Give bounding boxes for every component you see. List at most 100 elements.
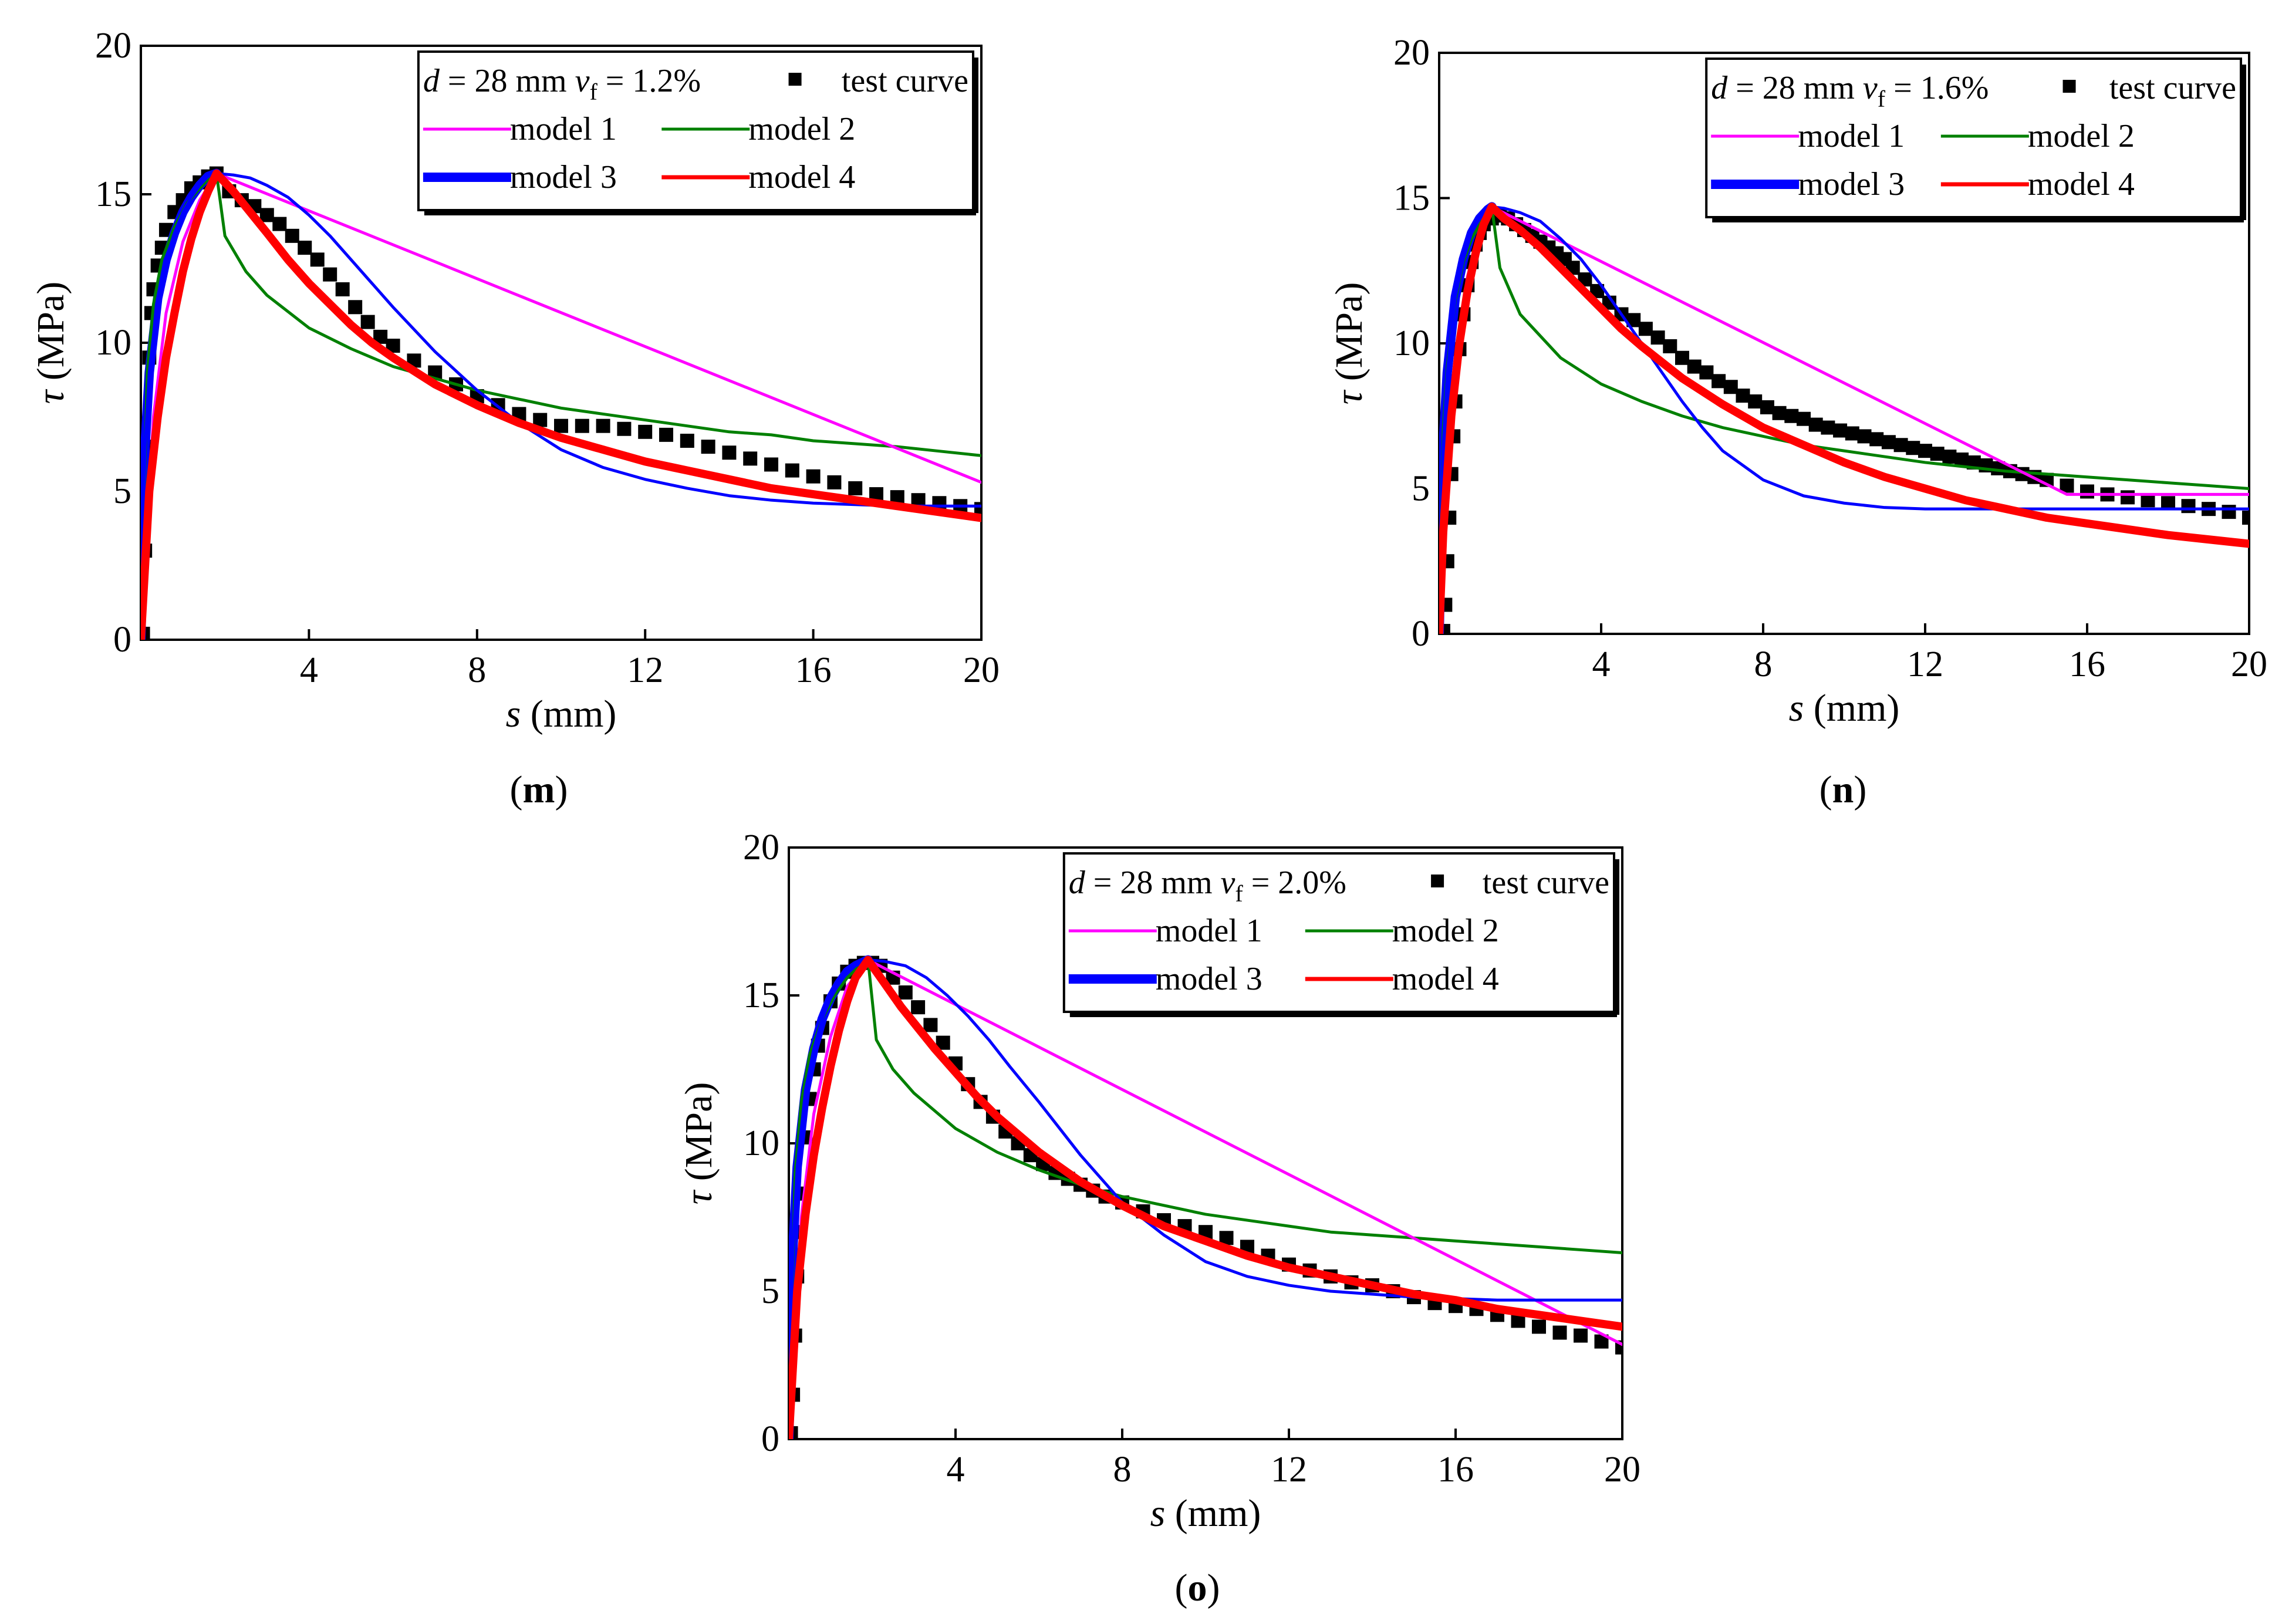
test-curve-point (1687, 359, 1702, 374)
test-curve-point (1772, 406, 1787, 420)
test-curve-point (1821, 420, 1835, 435)
legend-test-marker (788, 73, 802, 86)
legend-vf-value: 2.0% (1278, 865, 1346, 901)
test-curve-point (1833, 423, 1848, 438)
test-curve-point (2080, 484, 2094, 499)
x-axis-unit: (mm) (531, 693, 617, 735)
legend: d = 28 mm vf = 1.6% test curve model 1 mode… (1705, 58, 2246, 222)
legend-test-marker (2062, 80, 2076, 93)
test-curve-point (1893, 438, 1908, 453)
test-curve-point (1675, 350, 1689, 365)
legend-d-value: 28 mm (1120, 865, 1212, 901)
test-curve-point (259, 208, 274, 222)
test-curve-point (1869, 432, 1884, 447)
x-tick-label: 4 (1592, 644, 1611, 684)
test-curve-point (1748, 394, 1763, 408)
test-curve-point (722, 445, 737, 460)
test-curve-point (1712, 374, 1726, 389)
legend-m2-label: model 2 (2028, 118, 2135, 154)
test-curve-point (1881, 435, 1896, 450)
y-tick-label: 15 (743, 975, 779, 1015)
test-curve-point (2242, 511, 2249, 525)
test-curve-point (827, 475, 842, 489)
test-curve-point (743, 451, 758, 466)
x-tick-label: 16 (2069, 644, 2105, 684)
model-2-line (141, 172, 981, 640)
legend: d = 28 mm vf = 1.2% test curve model 1 mode… (417, 50, 978, 215)
x-tick-label: 20 (2231, 644, 2267, 684)
test-curve-point (1942, 450, 1957, 464)
test-curve-point (285, 228, 299, 243)
legend-m3-label: model 3 (1798, 166, 1905, 202)
test-curve-point (1808, 417, 1823, 432)
test-curve-point (659, 427, 673, 442)
test-curve-point (1760, 400, 1774, 414)
legend-parameters: d = 28 mm vf = 1.2% (423, 63, 701, 105)
legend-m4-label: model 4 (2028, 166, 2135, 202)
test-curve-point (1918, 444, 1932, 458)
test-curve-point (898, 985, 913, 1000)
y-tick-label: 5 (761, 1271, 779, 1311)
legend-m1-label: model 1 (1156, 913, 1262, 949)
test-curve-point (596, 418, 610, 433)
legend-m4-label: model 4 (1392, 961, 1499, 997)
y-tick-label: 20 (1393, 33, 1430, 73)
test-curve-point (701, 440, 715, 454)
test-curve-point (575, 418, 589, 433)
test-curve-point (806, 469, 821, 484)
x-axis-variable: s (1789, 687, 1804, 730)
panel-o: 4 8 12 16 20 0 5 10 15 20 s (mm) τ (MPa) d = 28 mm v… (677, 828, 1640, 1609)
y-axis-variable: τ (677, 1189, 720, 1204)
model-3-line (141, 172, 981, 640)
test-curve-point (785, 463, 799, 478)
x-tick-label: 12 (1271, 1450, 1307, 1490)
test-curve-point (2060, 478, 2074, 493)
test-curve-point (1797, 411, 1811, 426)
x-axis-variable: s (1150, 1492, 1166, 1535)
test-curve-point (1845, 426, 1859, 441)
legend-box (417, 50, 974, 211)
legend-m2-label: model 2 (1392, 913, 1499, 949)
test-curve-point (680, 433, 694, 448)
legend-m1-label: model 1 (1798, 118, 1905, 154)
y-axis-title: τ (MPa) (1328, 282, 1370, 405)
x-tick-label: 4 (947, 1450, 965, 1490)
x-tick-label: 16 (795, 650, 832, 690)
test-curve-point (2121, 490, 2135, 505)
legend-test-label: test curve (1483, 865, 1609, 901)
panel-label: (m) (510, 768, 568, 811)
test-curve-point (1930, 447, 1945, 461)
legend-vf-value: 1.6% (1920, 70, 1989, 106)
test-curve-point (310, 252, 325, 267)
legend-d-value: 28 mm (474, 63, 566, 99)
test-curve-point (1574, 1328, 1588, 1343)
x-tick-label: 20 (1604, 1450, 1640, 1490)
test-curve-markers (789, 956, 1622, 1439)
panel-label: (n) (1819, 768, 1867, 811)
test-curve-point (1857, 429, 1872, 444)
legend-m4-label: model 4 (748, 159, 855, 195)
test-curve-point (298, 241, 312, 255)
x-tick-label: 20 (963, 650, 1000, 690)
test-curve-point (1638, 322, 1653, 336)
y-tick-label: 20 (743, 828, 779, 867)
panel-m: 4 8 12 16 20 0 5 10 15 20 s (mm) τ (MPa) d = 28 mm v… (29, 26, 1000, 811)
test-curve-point (1650, 330, 1665, 345)
test-curve-point (923, 1018, 938, 1032)
y-axis-unit: (MPa) (677, 1082, 720, 1181)
panel-label: (o) (1175, 1566, 1220, 1609)
test-curve-point (2222, 505, 2236, 519)
test-curve-markers (141, 166, 981, 640)
model-4-line (1439, 202, 2249, 634)
test-curve-point (1723, 380, 1738, 394)
test-curve-point (1699, 365, 1714, 380)
x-tick-label: 8 (1113, 1450, 1132, 1490)
test-curve-markers (1439, 208, 2249, 634)
test-curve-point (848, 481, 863, 495)
legend-parameters: d = 28 mm vf = 2.0% (1069, 865, 1346, 907)
legend-d-value: 28 mm (1763, 70, 1855, 106)
x-tick-label: 8 (1754, 644, 1773, 684)
test-curve-point (1906, 441, 1920, 455)
model-4-line (789, 956, 1622, 1439)
y-tick-label: 5 (113, 471, 131, 511)
